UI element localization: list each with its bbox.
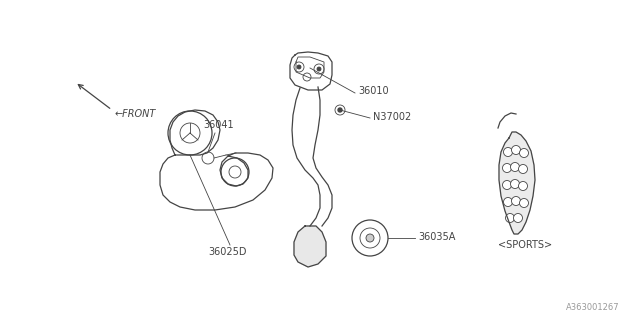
Text: 36010: 36010 bbox=[358, 86, 388, 96]
Text: 36041: 36041 bbox=[203, 120, 234, 130]
Circle shape bbox=[518, 164, 527, 173]
Circle shape bbox=[511, 196, 520, 205]
Circle shape bbox=[520, 148, 529, 157]
Text: ←FRONT: ←FRONT bbox=[115, 109, 156, 119]
Circle shape bbox=[338, 108, 342, 112]
Circle shape bbox=[297, 65, 301, 69]
Polygon shape bbox=[499, 132, 535, 234]
Text: 36035A: 36035A bbox=[418, 232, 456, 242]
Circle shape bbox=[511, 163, 520, 172]
Circle shape bbox=[317, 67, 321, 71]
Circle shape bbox=[518, 181, 527, 190]
Circle shape bbox=[511, 180, 520, 188]
Circle shape bbox=[511, 146, 520, 155]
Circle shape bbox=[506, 213, 515, 222]
Circle shape bbox=[504, 148, 513, 156]
Text: N37002: N37002 bbox=[373, 112, 412, 122]
Text: 36025D: 36025D bbox=[208, 247, 246, 257]
Text: <SPORTS>: <SPORTS> bbox=[498, 240, 552, 250]
Circle shape bbox=[502, 180, 511, 189]
Text: A363001267: A363001267 bbox=[566, 303, 620, 312]
Circle shape bbox=[366, 234, 374, 242]
Circle shape bbox=[504, 197, 513, 206]
Polygon shape bbox=[294, 226, 326, 267]
Circle shape bbox=[502, 164, 511, 172]
Circle shape bbox=[513, 213, 522, 222]
Circle shape bbox=[520, 198, 529, 207]
